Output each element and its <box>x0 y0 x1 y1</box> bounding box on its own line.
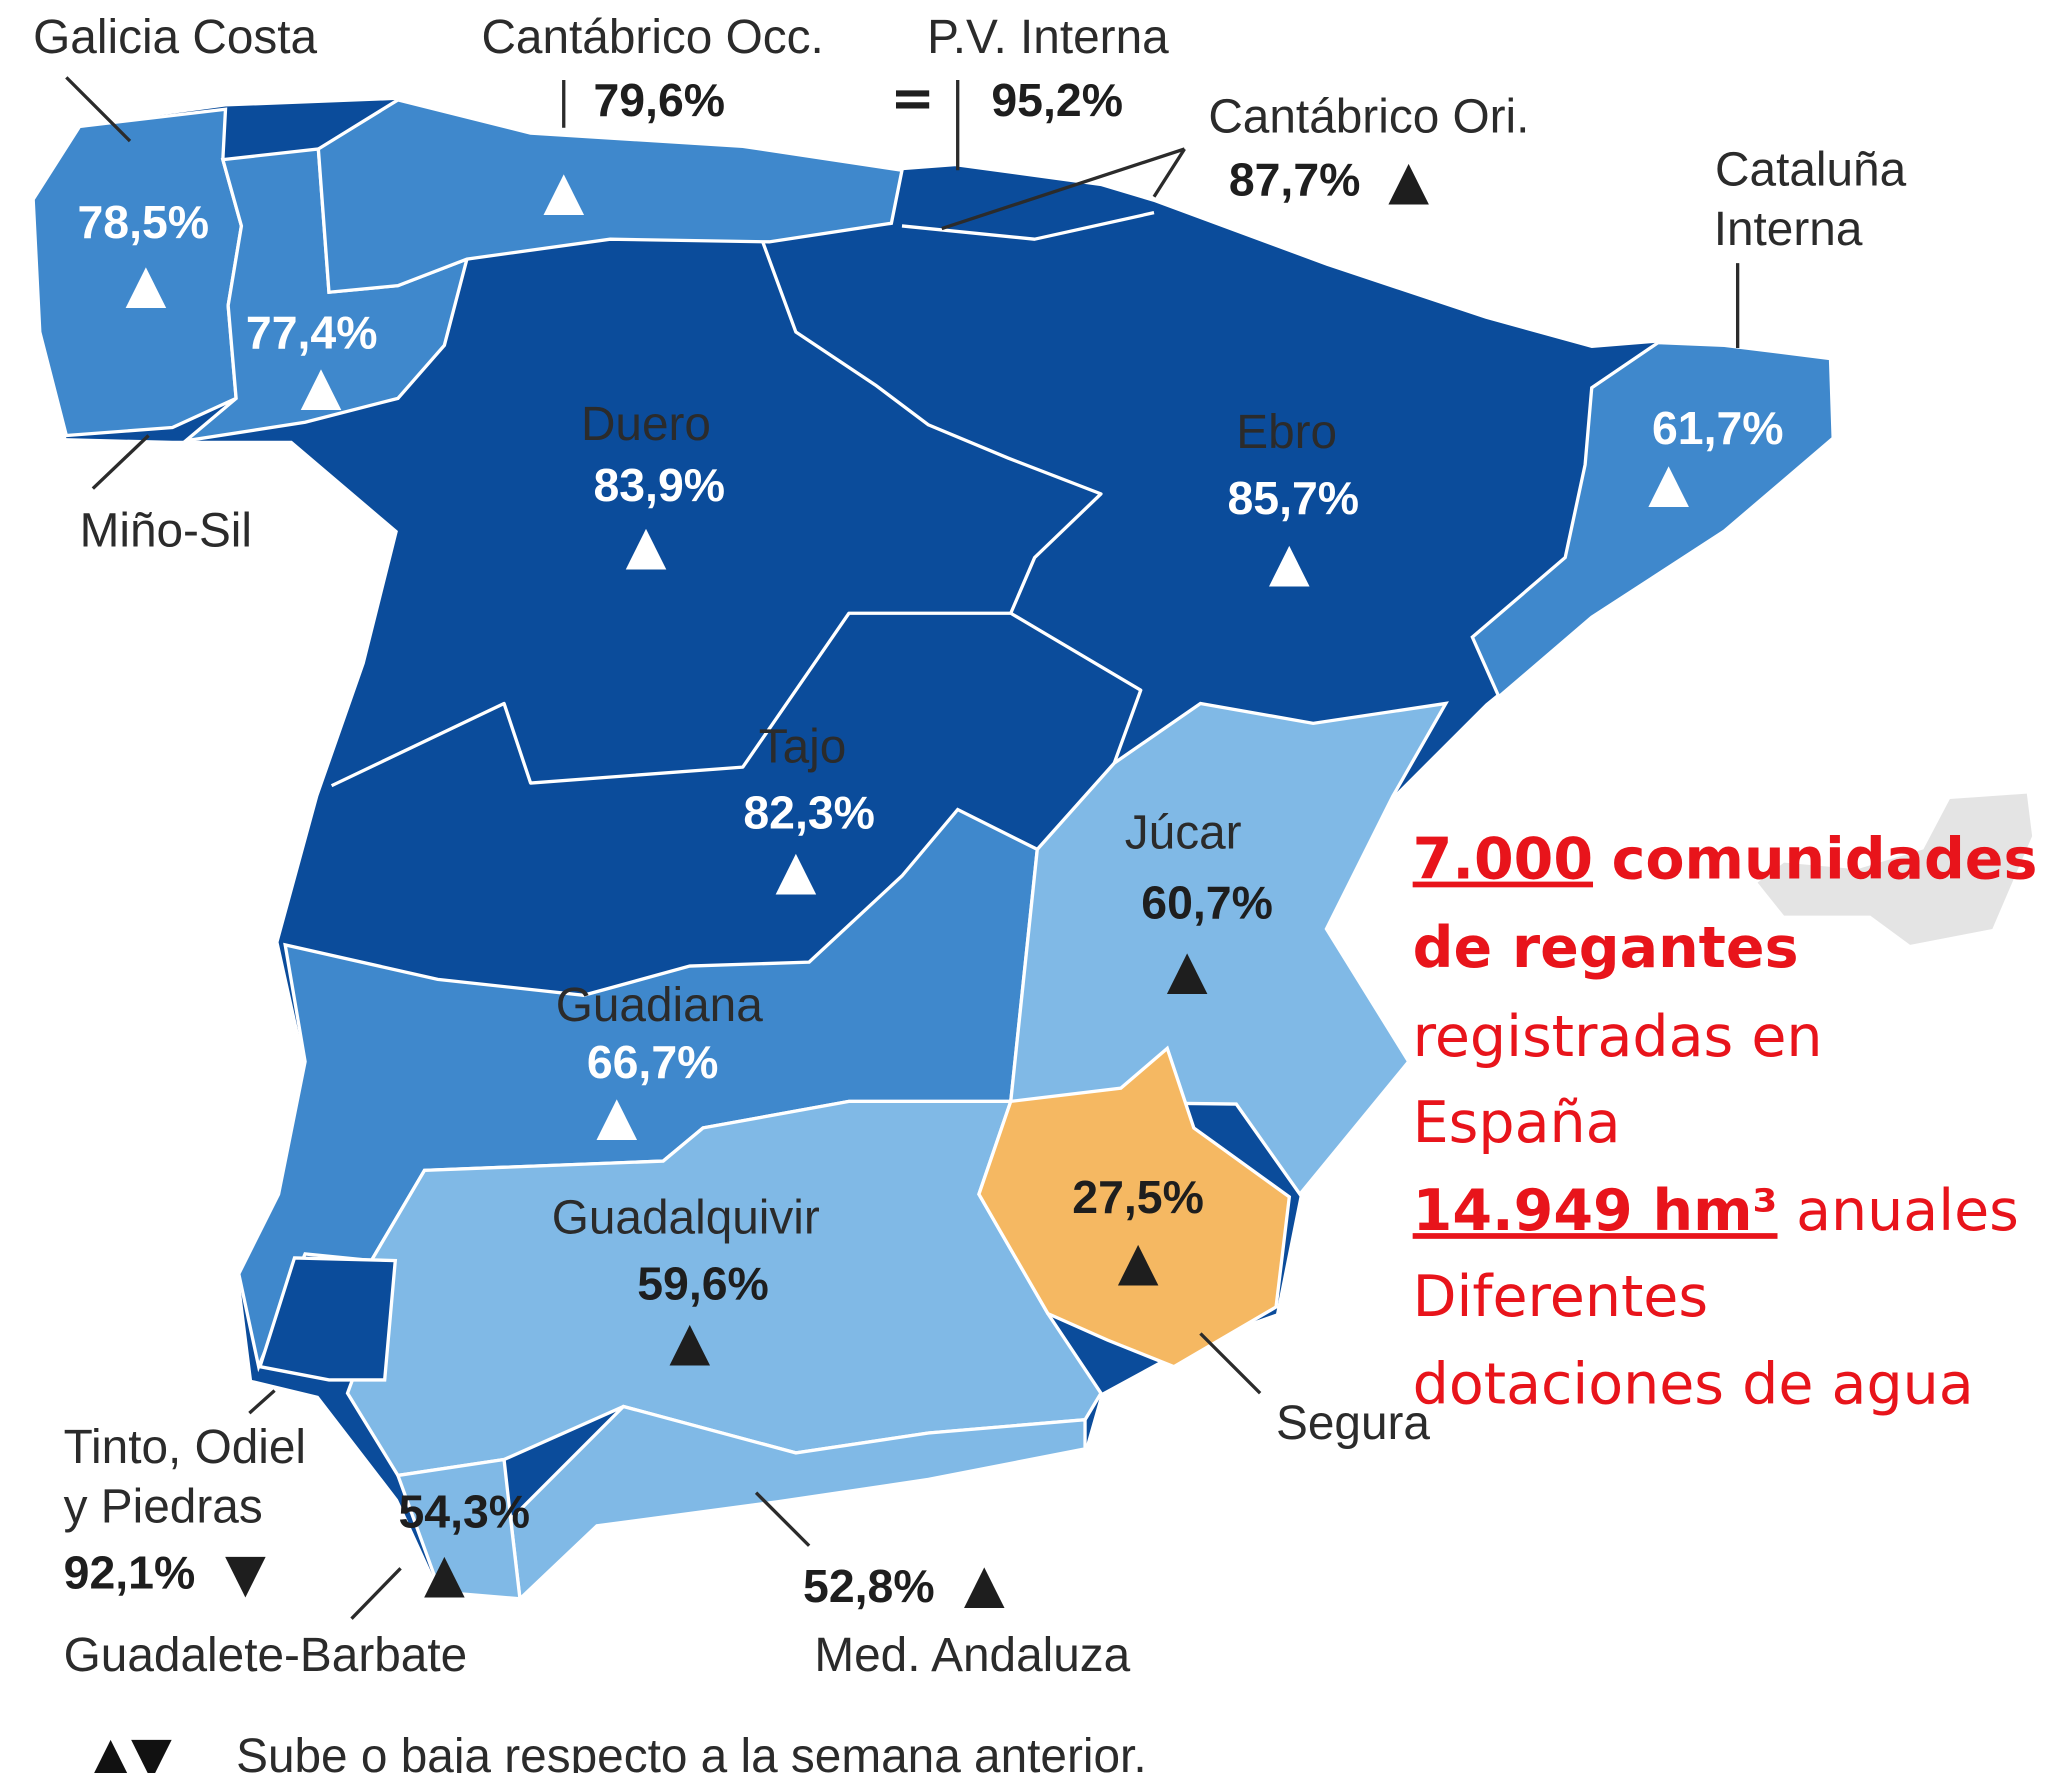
annotation-line: Diferentes <box>1413 1264 1708 1330</box>
annotation-line: España <box>1413 1090 1621 1156</box>
basin-name: Tinto, Odiel <box>64 1421 306 1474</box>
basin-trend: ▲ <box>596 1084 637 1146</box>
basin-trend: ▲ <box>1167 938 1208 1000</box>
annotation-line: 14.949 hm³ anuales <box>1413 1178 2019 1244</box>
basin-trend: ▲ <box>1269 531 1310 593</box>
basin-name: Cantábrico Ori. <box>1208 90 1529 143</box>
leader-mino <box>91 434 150 490</box>
basin-name: Tajo <box>759 720 847 773</box>
basin-trend: = <box>890 67 934 129</box>
annotation-line: dotaciones de agua <box>1413 1352 1974 1418</box>
region-tinto <box>257 1256 398 1382</box>
basin-value: 95,2% <box>991 74 1123 126</box>
annotation-line: registradas en <box>1413 1004 1823 1070</box>
basin-name: Miño-Sil <box>80 504 252 557</box>
basin-trend: ▲ <box>964 1553 1005 1615</box>
basin-value: 78,5% <box>77 196 209 248</box>
region-segura <box>977 1045 1292 1369</box>
basin-trend: ▲ <box>424 1542 465 1604</box>
basin-value: 92,1% <box>64 1547 196 1599</box>
leader-guadalete <box>350 1567 402 1620</box>
basin-value: 60,7% <box>1141 877 1273 929</box>
basin-name: Med. Andaluza <box>814 1629 1130 1682</box>
basin-name: Guadiana <box>556 979 764 1032</box>
basin-trend: ▲ <box>1388 149 1429 211</box>
leader-cantabrico-ori-a <box>941 147 1186 231</box>
basin-trend: ▲ <box>126 253 167 315</box>
leader-med <box>754 1491 811 1547</box>
basin-value: 77,4% <box>246 306 378 358</box>
basin-value: 54,3% <box>398 1486 530 1538</box>
basin-trend: ▲ <box>543 160 584 222</box>
region-guadalete-barbate <box>395 1457 522 1601</box>
basin-value: 79,6% <box>593 74 725 126</box>
annotation-line: de regantes <box>1413 915 1799 981</box>
annotation-line: 7.000 comunidades <box>1413 826 2038 892</box>
basin-trend: ▲ <box>1648 452 1689 514</box>
basin-name: Cantábrico Occ. <box>481 11 823 64</box>
basin-name: P.V. Interna <box>927 11 1169 64</box>
basin-value: 27,5% <box>1072 1171 1204 1223</box>
basin-name: Duero <box>581 398 711 451</box>
legend-symbols: ▲▼ <box>90 1725 172 1773</box>
basin-name: y Piedras <box>64 1481 263 1534</box>
basin-trend: ▲ <box>626 514 667 576</box>
basin-value: 83,9% <box>593 459 725 511</box>
basin-value: 59,6% <box>637 1257 769 1309</box>
basin-value: 61,7% <box>1652 402 1784 454</box>
basin-name: Guadalquivir <box>552 1191 820 1244</box>
basin-value: 52,8% <box>803 1560 935 1612</box>
basin-value: 66,7% <box>587 1036 719 1088</box>
leader-galicia <box>65 76 132 143</box>
annotation-highlight: 14.949 hm³ <box>1413 1178 1778 1244</box>
basin-value: 87,7% <box>1229 154 1361 206</box>
annotation-text: anuales <box>1796 1178 2019 1244</box>
basin-trend: ▼ <box>225 1542 266 1604</box>
basin-value: 85,7% <box>1227 472 1359 524</box>
border-duero-ebro <box>761 241 1103 614</box>
balearic-islands <box>1757 793 2033 945</box>
region-jucar <box>1008 701 1449 1197</box>
basin-name: Ebro <box>1236 406 1337 459</box>
basin-trend: ▲ <box>669 1310 710 1372</box>
leader-tinto <box>248 1389 276 1415</box>
leader-segura <box>1199 1332 1262 1395</box>
annotation-bold: comunidades <box>1612 826 2038 892</box>
basin-name: Júcar <box>1125 807 1242 860</box>
basin-name: Interna <box>1714 203 1863 256</box>
border-duero-tajo <box>330 611 1143 788</box>
basin-trend: ▲ <box>1118 1230 1159 1292</box>
border-cantabrico-ori <box>901 211 1155 241</box>
annotation-highlight: 7.000 <box>1413 826 1593 892</box>
region-cantabrico-occ <box>316 98 904 295</box>
legend-text: Sube o baja respecto a la semana anterio… <box>236 1730 1147 1773</box>
annotation: 7.000 comunidades de regantes registradas… <box>1413 826 2038 1417</box>
basin-value: 82,3% <box>743 786 875 838</box>
basin-name: Galicia Costa <box>33 11 317 64</box>
basin-name: Segura <box>1276 1397 1430 1450</box>
leader-cantabrico-ori-b <box>1152 148 1186 198</box>
basin-name: Guadalete-Barbate <box>64 1629 468 1682</box>
region-cataluna-interna <box>1470 340 1835 700</box>
basin-trend: ▲ <box>301 355 342 417</box>
basin-name: Cataluña <box>1715 143 1907 196</box>
basin-trend: ▲ <box>775 839 816 901</box>
